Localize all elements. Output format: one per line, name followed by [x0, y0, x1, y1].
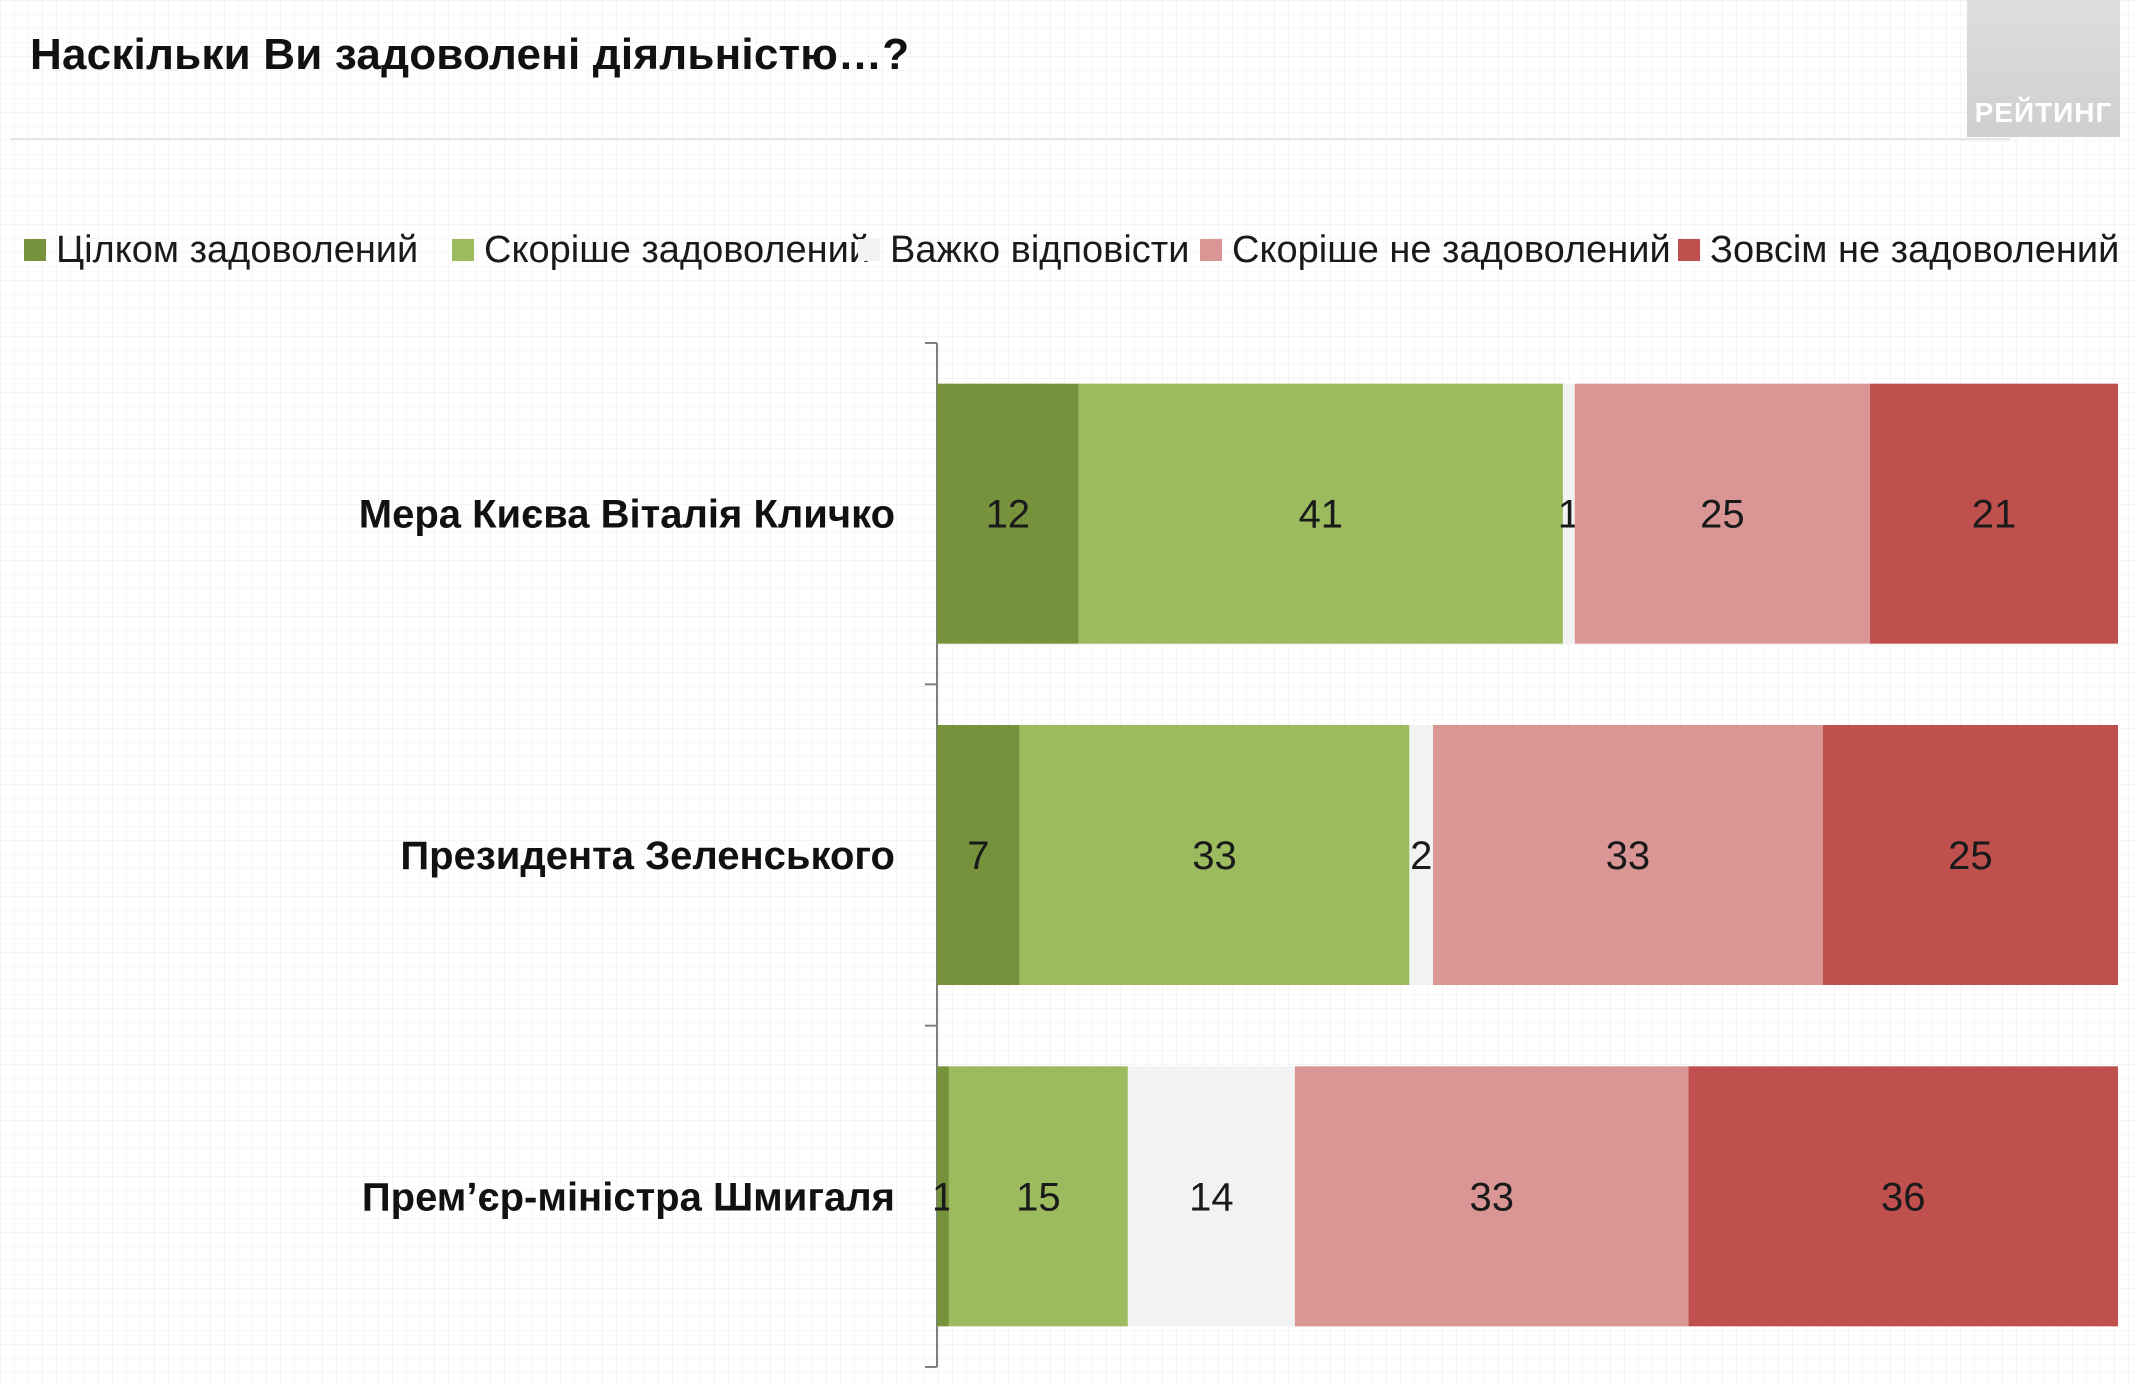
legend-label: Цілком задоволений — [56, 228, 419, 271]
bar-segment — [1869, 383, 2118, 644]
legend-item-rather-satisfied: Скоріше задоволений — [452, 222, 870, 278]
data-label: 14 — [1189, 1175, 1234, 1219]
legend-label: Скоріше не задоволений — [1232, 228, 1671, 271]
bar-segment — [937, 1066, 949, 1327]
legend-swatch — [1678, 239, 1700, 261]
data-label: 25 — [1948, 834, 1993, 878]
legend-label: Важко відповісти — [890, 228, 1190, 271]
chart-title: Наскільки Ви задоволені діяльністю…? — [30, 30, 910, 79]
legend-swatch — [24, 239, 46, 261]
data-label: 1 — [1558, 493, 1580, 537]
data-label: 7 — [967, 834, 989, 878]
legend-item-rather-dissatisfied: Скоріше не задоволений — [1200, 222, 1671, 278]
brand-logo-text: РЕЙТИНГ — [1974, 97, 2113, 128]
bar-segment — [937, 383, 1079, 644]
data-label: 33 — [1192, 834, 1237, 878]
chart-legend: Цілком задоволений Скоріше задоволений В… — [24, 222, 2124, 278]
bar-segment — [1562, 383, 1575, 644]
bar-segment — [1019, 725, 1410, 985]
brand-logo: РЕЙТИНГ — [1967, 0, 2120, 137]
category-label: Мера Києва Віталія Кличко — [359, 493, 895, 537]
bar-segment — [1409, 725, 1434, 985]
data-label: 12 — [986, 493, 1031, 537]
legend-label: Скоріше задоволений — [484, 228, 871, 271]
bar-segment — [1294, 1066, 1689, 1327]
legend-swatch — [1200, 239, 1222, 261]
bar-segment — [1433, 725, 1823, 985]
data-label: 36 — [1881, 1175, 1926, 1219]
legend-label: Зовсім не задоволений — [1710, 228, 2120, 271]
data-label: 21 — [1972, 493, 2017, 537]
bar-segment — [937, 725, 1020, 985]
bar-segment — [1127, 1066, 1295, 1327]
data-label: 33 — [1606, 834, 1651, 878]
title-divider — [10, 138, 2010, 140]
legend-swatch — [858, 239, 880, 261]
data-label: 1 — [932, 1175, 954, 1219]
bar-segment — [948, 1066, 1128, 1327]
data-label: 33 — [1469, 1175, 1514, 1219]
legend-item-hard-to-say: Важко відповісти — [858, 222, 1189, 278]
data-label: 15 — [1016, 1175, 1061, 1219]
bar-segment — [1078, 383, 1563, 644]
data-label: 2 — [1410, 834, 1432, 878]
data-label: 41 — [1299, 493, 1344, 537]
data-label: 25 — [1700, 493, 1745, 537]
category-label: Президента Зеленського — [400, 834, 895, 878]
bar-segment — [1574, 383, 1870, 644]
legend-item-fully-satisfied: Цілком задоволений — [24, 222, 418, 278]
category-label: Прем’єр-міністра Шмигаля — [362, 1175, 895, 1219]
legend-swatch — [452, 239, 474, 261]
legend-item-fully-dissatisfied: Зовсім не задоволений — [1678, 222, 2119, 278]
bar-segment — [1822, 725, 2118, 985]
bar-segment — [1688, 1066, 2118, 1327]
